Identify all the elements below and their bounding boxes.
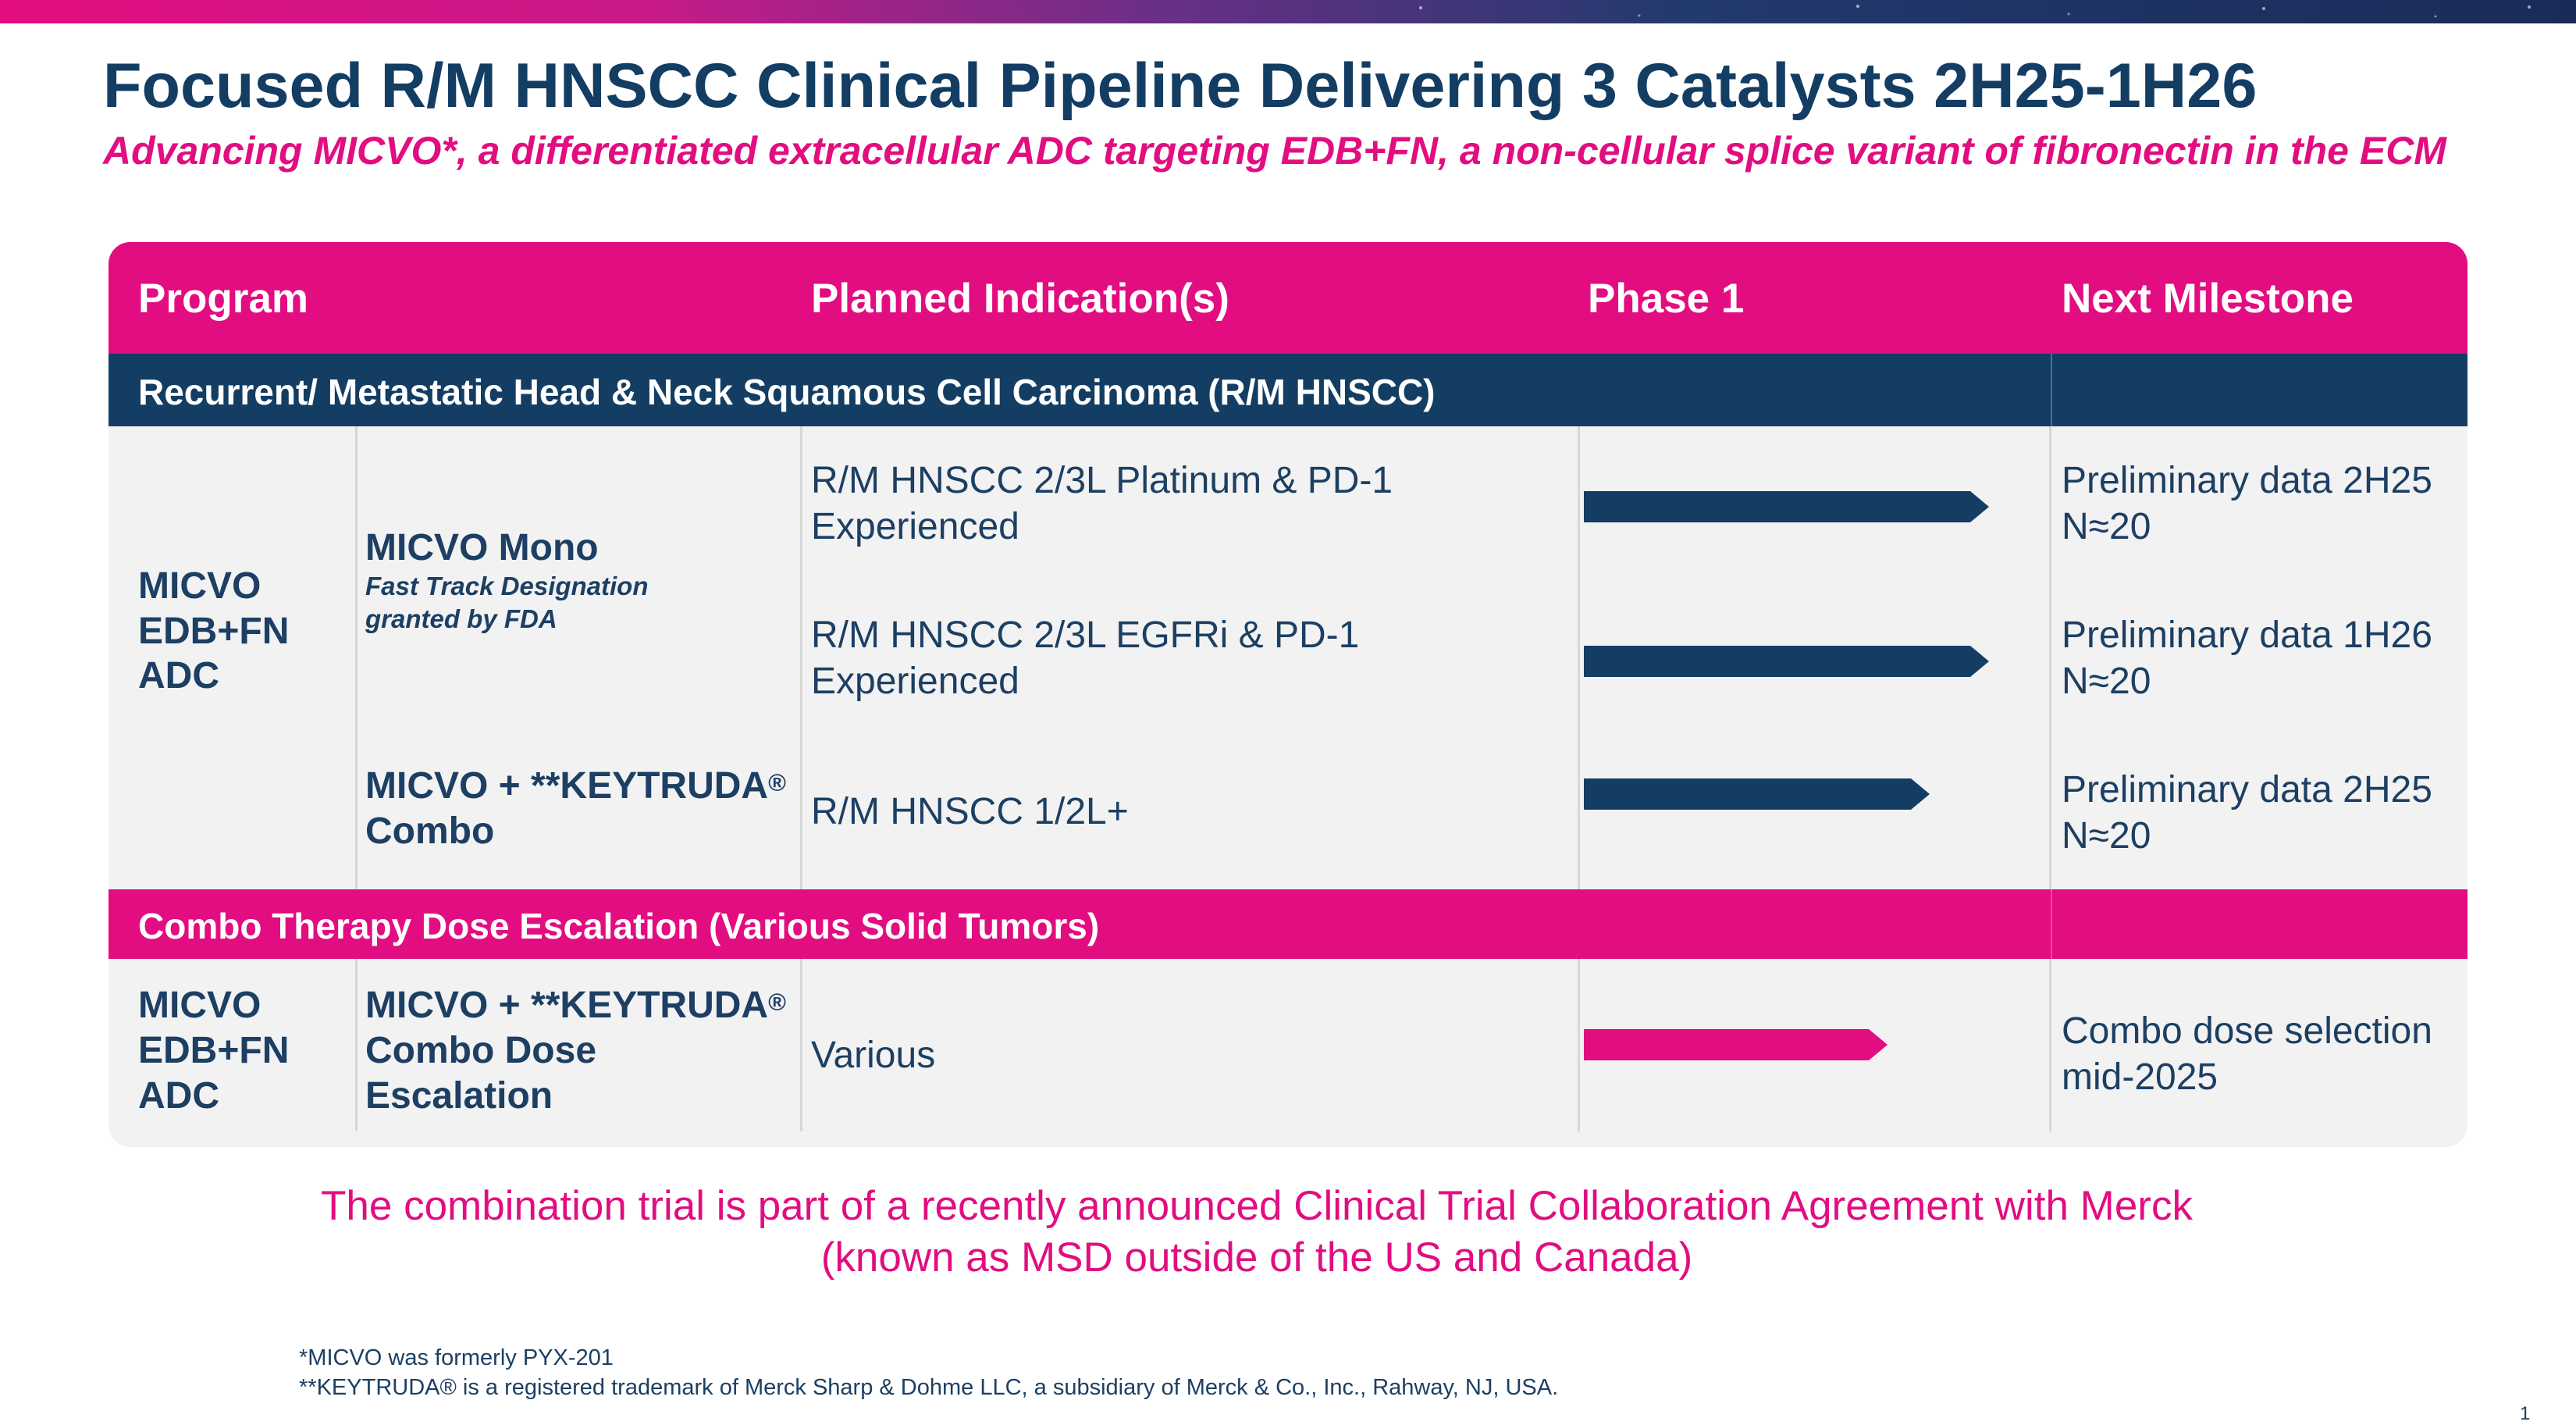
section-band-combo: Combo Therapy Dose Escalation (Various S… xyxy=(109,889,2467,959)
header-milestone: Next Milestone xyxy=(2062,276,2354,322)
column-divider xyxy=(800,426,802,1131)
band-divider xyxy=(2051,354,2052,426)
callout-line-1: The combination trial is part of a recen… xyxy=(321,1183,2193,1229)
phase-progress-arrow-4 xyxy=(1584,1029,1888,1060)
milestone-row-2: Preliminary data 1H26 xyxy=(2062,615,2432,656)
mono-program-name: MICVO Mono xyxy=(365,527,599,568)
header-indication: Planned Indication(s) xyxy=(811,276,1229,322)
combo-program-name: MICVO + **KEYTRUDA® xyxy=(365,765,786,807)
phase-progress-arrow-3 xyxy=(1584,778,1930,810)
milestone-row-3-n: N≈20 xyxy=(2062,815,2151,857)
pipeline-table: Program Planned Indication(s) Phase 1 Ne… xyxy=(109,242,2467,1147)
milestone-row-1-n: N≈20 xyxy=(2062,506,2151,547)
phase-progress-arrow-2 xyxy=(1584,646,1989,677)
page-number: 1 xyxy=(2520,1403,2531,1424)
program-target: EDB+FN xyxy=(138,611,290,652)
column-divider xyxy=(355,426,358,1131)
program-target-2: EDB+FN xyxy=(138,1030,290,1071)
milestone-row-1: Preliminary data 2H25 xyxy=(2062,460,2432,501)
column-divider xyxy=(1578,426,1580,1131)
star-pattern-decoration xyxy=(1419,5,2531,18)
indication-row-2-cont: Experienced xyxy=(811,661,1019,702)
milestone-row-3: Preliminary data 2H25 xyxy=(2062,769,2432,810)
program-name: MICVO xyxy=(138,565,262,607)
fda-note: granted by FDA xyxy=(365,604,557,633)
page-subtitle: Advancing MICVO*, a differentiated extra… xyxy=(103,129,2446,173)
footnote-micvo: *MICVO was formerly PYX-201 xyxy=(299,1345,614,1370)
combo-escalation-label-2: Escalation xyxy=(365,1075,553,1117)
milestone-combo-date: mid-2025 xyxy=(2062,1056,2218,1098)
combo-program-label: Combo xyxy=(365,810,495,852)
section-band-hnscc: Recurrent/ Metastatic Head & Neck Squamo… xyxy=(109,354,2467,426)
combo-escalation-name: MICVO + **KEYTRUDA® xyxy=(365,985,786,1026)
merck-collaboration-callout: The combination trial is part of a recen… xyxy=(156,1181,2357,1284)
column-divider xyxy=(2049,426,2051,1131)
callout-line-2: (known as MSD outside of the US and Cana… xyxy=(820,1234,1693,1281)
program-modality: ADC xyxy=(138,655,219,696)
fast-track-note: Fast Track Designation xyxy=(365,572,649,600)
indication-row-1: R/M HNSCC 2/3L Platinum & PD-1 xyxy=(811,460,1393,501)
band-divider xyxy=(2051,889,2052,959)
top-decorative-band xyxy=(0,0,2576,23)
footnote-keytruda: **KEYTRUDA® is a registered trademark of… xyxy=(299,1375,1559,1400)
program-modality-2: ADC xyxy=(138,1075,219,1117)
page-title: Focused R/M HNSCC Clinical Pipeline Deli… xyxy=(103,51,2258,121)
registered-mark: ® xyxy=(768,769,786,796)
registered-mark: ® xyxy=(768,989,786,1016)
section-title-hnscc: Recurrent/ Metastatic Head & Neck Squamo… xyxy=(138,372,1436,412)
phase-progress-arrow-1 xyxy=(1584,491,1989,522)
header-phase: Phase 1 xyxy=(1588,276,1745,322)
combo-escalation-label: Combo Dose xyxy=(365,1030,597,1071)
indication-various: Various xyxy=(811,1035,936,1076)
indication-row-3: R/M HNSCC 1/2L+ xyxy=(811,791,1129,832)
section-title-combo: Combo Therapy Dose Escalation (Various S… xyxy=(138,906,1100,946)
milestone-combo: Combo dose selection xyxy=(2062,1010,2432,1052)
indication-row-2: R/M HNSCC 2/3L EGFRi & PD-1 xyxy=(811,615,1360,656)
indication-row-1-cont: Experienced xyxy=(811,506,1019,547)
header-program: Program xyxy=(138,276,308,322)
table-header-row: Program Planned Indication(s) Phase 1 Ne… xyxy=(109,242,2467,354)
program-name-2: MICVO xyxy=(138,985,262,1026)
milestone-row-2-n: N≈20 xyxy=(2062,661,2151,702)
